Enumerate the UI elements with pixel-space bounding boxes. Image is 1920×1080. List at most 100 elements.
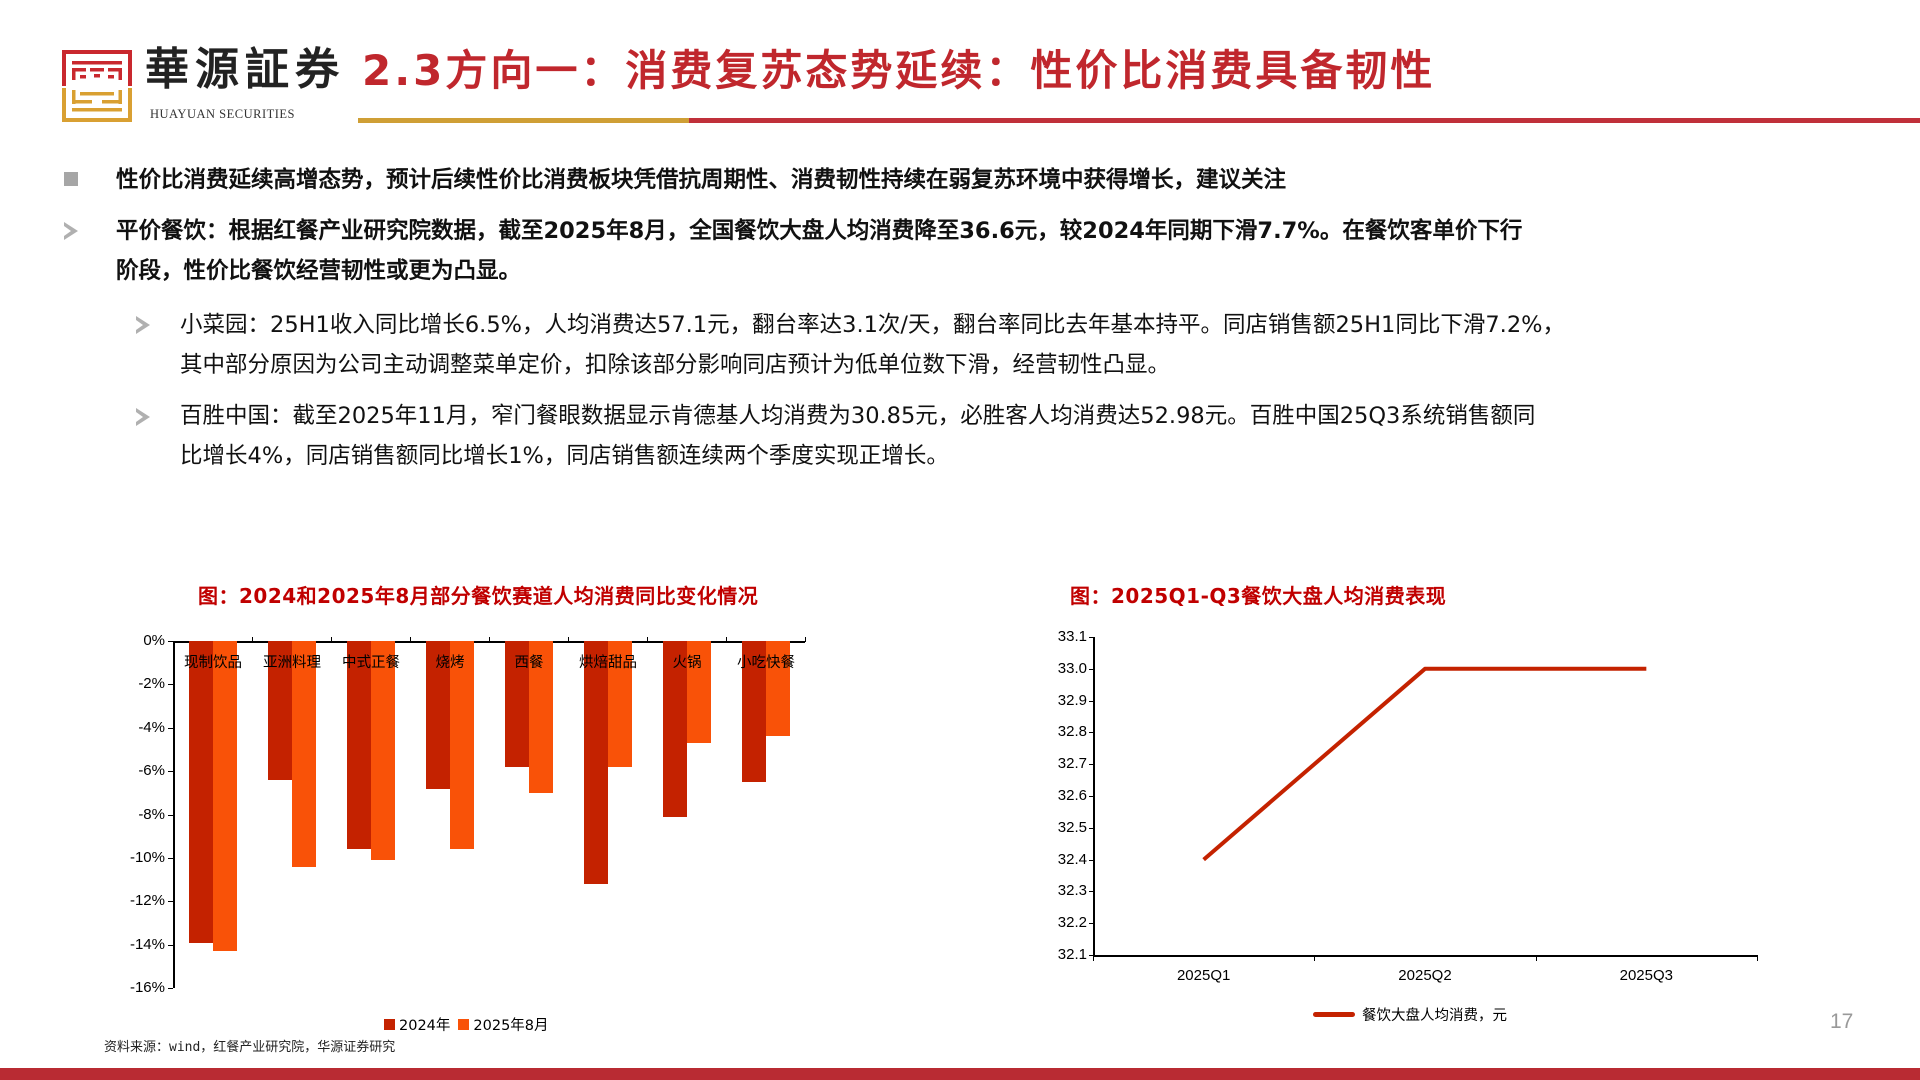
line-chart-x-label: 2025Q1 [1176, 967, 1231, 984]
data-source-note: 资料来源：wind，红餐产业研究院，华源证券研究 [104, 1040, 396, 1055]
line-chart-y-tick: 32.6 [1057, 787, 1087, 804]
bullet-1: 性价比消费延续高增态势，预计后续性价比消费板块凭借抗周期性、消费韧性持续在弱复苏… [116, 160, 1286, 200]
bar-2024年-火锅 [663, 641, 687, 817]
arrow-bullet-icon [136, 316, 150, 334]
line-chart-legend: 餐饮大盘人均消费，元 [1313, 1004, 1507, 1025]
line-chart-y-tick-mark [1089, 796, 1093, 797]
line-chart-x-tick-mark [1535, 955, 1537, 961]
bar-chart-category-label: 火锅 [672, 655, 702, 671]
bar-chart-legend: 2024年 2025年8月 [384, 1014, 549, 1035]
line-chart-title: 图：2025Q1-Q3餐饮大盘人均消费表现 [1070, 584, 1447, 608]
bar-chart-y-tick-mark [168, 771, 173, 773]
bar-chart-y-tick: -4% [138, 718, 165, 736]
bar-2024年-西餐 [505, 641, 529, 767]
line-chart-x-tick-mark [1757, 955, 1758, 961]
line-chart-x-label: 2025Q3 [1619, 967, 1674, 984]
bar-chart-x-tick-mark [410, 637, 411, 642]
legend-line-swatch [1313, 1012, 1355, 1017]
bar-chart-y-tick-mark [168, 944, 173, 946]
bar-chart-y-tick-mark [168, 727, 173, 729]
bar-chart-x-tick-mark [568, 637, 569, 642]
line-chart-y-tick: 32.4 [1057, 850, 1087, 868]
line-chart-y-tick: 32.5 [1057, 818, 1087, 836]
line-chart-y-axis [1093, 637, 1095, 955]
line-chart-y-tick-mark [1089, 700, 1093, 702]
line-chart-y-tick-mark [1089, 732, 1093, 734]
bar-chart-y-tick: -8% [138, 805, 165, 823]
line-chart-y-tick-mark [1089, 859, 1093, 861]
bullet-4-line-1: 百胜中国：截至2025年11月，窄门餐眼数据显示肯德基人均消费为30.85元，必… [180, 403, 1536, 429]
bar-chart-y-tick: -14% [129, 935, 165, 953]
line-chart-x-label: 2025Q2 [1398, 967, 1452, 984]
line-chart-y-tick-mark [1089, 637, 1093, 638]
square-bullet-icon [64, 172, 78, 186]
bullet-3-line-2: 其中部分原因为公司主动调整菜单定价，扣除该部分影响同店预计为低单位数下滑，经营韧… [180, 352, 1171, 378]
bar-chart-x-tick-mark [252, 637, 253, 642]
bar-2024年-烘焙甜品 [584, 641, 608, 885]
bar-chart-y-tick-mark [168, 988, 173, 990]
line-chart-y-tick: 33.0 [1057, 659, 1087, 677]
page-number: 17 [1830, 1010, 1854, 1033]
bar-chart-y-tick-mark [168, 814, 173, 816]
bar-chart-y-axis [173, 641, 175, 989]
legend-label-2024: 2024年 [399, 1018, 451, 1034]
line-chart-x-tick-mark [1314, 955, 1316, 961]
bar-chart-y-tick: -12% [129, 892, 165, 910]
bar-chart-x-tick-mark [489, 637, 490, 642]
bar-chart-category-label: 西餐 [514, 655, 544, 671]
page-title: 2.3方向一：消费复苏态势延续：性价比消费具备韧性 [362, 46, 1436, 95]
line-chart-x-axis [1093, 955, 1757, 957]
bar-chart-x-tick-mark [647, 637, 648, 642]
bar-chart-category-label: 烧烤 [435, 655, 465, 671]
line-chart-y-tick-mark [1089, 923, 1093, 925]
bullet-3: 小菜园：25H1收入同比增长6.5%，人均消费达57.1元，翻台率达3.1次/天… [180, 305, 1565, 385]
bullet-1-line-1: 性价比消费延续高增态势，预计后续性价比消费板块凭借抗周期性、消费韧性持续在弱复苏… [116, 167, 1287, 193]
bar-2025年8月-中式正餐 [371, 641, 395, 861]
line-chart-y-tick: 32.7 [1057, 755, 1087, 773]
bar-chart-y-tick: -10% [129, 849, 165, 866]
bullet-4: 百胜中国：截至2025年11月，窄门餐眼数据显示肯德基人均消费为30.85元，必… [180, 396, 1535, 476]
bar-chart-x-tick-mark [726, 637, 727, 642]
line-chart-y-tick-mark [1089, 891, 1093, 893]
bar-2024年-小吃快餐 [742, 641, 766, 783]
bar-2025年8月-烧烤 [450, 641, 474, 850]
bar-chart-y-tick: -16% [129, 979, 165, 997]
bar-2024年-亚洲料理 [268, 641, 292, 780]
bar-2024年-中式正餐 [347, 641, 371, 850]
bar-chart-category-label: 小吃快餐 [737, 655, 795, 671]
title-underline-gold [358, 118, 689, 123]
bar-chart-category-label: 烘焙甜品 [579, 655, 637, 671]
bar-chart-x-tick-mark [805, 637, 806, 642]
bar-chart-category-label: 亚洲料理 [263, 655, 321, 671]
arrow-bullet-icon [64, 222, 78, 240]
bar-chart-y-tick: -2% [138, 675, 165, 693]
bar-2024年-烧烤 [426, 641, 450, 789]
bar-2025年8月-现制饮品 [213, 641, 237, 952]
bar-2025年8月-火锅 [687, 641, 711, 743]
arrow-bullet-icon [136, 408, 150, 426]
footer-bar [0, 1068, 1920, 1080]
line-chart-y-tick-mark [1089, 668, 1093, 670]
bullet-2: 平价餐饮：根据红餐产业研究院数据，截至2025年8月，全国餐饮大盘人均消费降至3… [116, 211, 1522, 291]
line-chart-y-tick-mark [1089, 955, 1093, 956]
bar-chart-x-tick-mark [331, 637, 332, 642]
line-chart-y-tick: 33.1 [1057, 628, 1087, 645]
bar-chart-y-tick: 0% [143, 632, 165, 649]
bar-chart-y-tick-mark [168, 641, 173, 642]
legend-swatch-2024 [384, 1019, 395, 1030]
bar-chart-y-tick: -6% [138, 762, 165, 780]
title-underline-red [689, 118, 1920, 123]
bullet-2-line-2: 阶段，性价比餐饮经营韧性或更为凸显。 [116, 258, 522, 284]
bar-chart-y-tick-mark [168, 684, 173, 686]
line-chart-y-tick: 32.2 [1057, 914, 1087, 932]
line-chart-y-tick: 32.8 [1057, 723, 1087, 741]
bar-chart-category-label: 中式正餐 [342, 655, 400, 671]
bullet-2-line-1: 平价餐饮：根据红餐产业研究院数据，截至2025年8月，全国餐饮大盘人均消费降至3… [116, 218, 1523, 244]
company-logo-subtitle: HUAYUAN SECURITIES [150, 107, 296, 121]
bullet-3-line-1: 小菜园：25H1收入同比增长6.5%，人均消费达57.1元，翻台率达3.1次/天… [180, 312, 1566, 338]
line-chart-y-tick-mark [1089, 764, 1093, 766]
line-chart-y-tick: 32.1 [1057, 946, 1087, 963]
line-chart-y-tick-mark [1089, 827, 1093, 829]
bar-2025年8月-西餐 [529, 641, 553, 793]
legend-label-line: 餐饮大盘人均消费，元 [1362, 1008, 1507, 1024]
